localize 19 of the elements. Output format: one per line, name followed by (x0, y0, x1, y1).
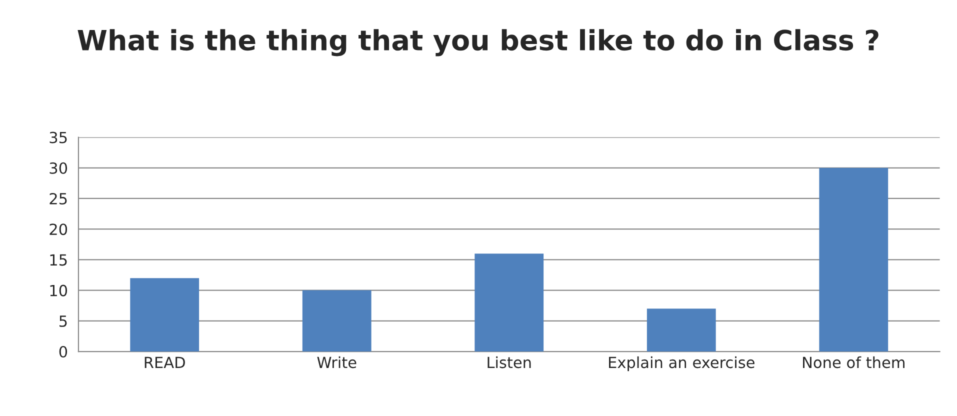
bar (302, 290, 372, 352)
bar (130, 278, 200, 352)
x-tick-label: Listen (488, 356, 531, 368)
y-tick-label: 15 (50, 254, 67, 266)
y-tick-label: 25 (50, 192, 67, 205)
y-tick-label: 35 (50, 132, 67, 144)
y-tick-label: 20 (50, 224, 68, 236)
y-tick-label: 5 (60, 316, 67, 327)
x-tick-label: Explain an exercise (609, 356, 754, 372)
y-tick-label: 10 (50, 284, 68, 296)
bar (474, 254, 544, 352)
bar (646, 308, 716, 352)
x-tick-label: READ (144, 356, 185, 368)
bar (819, 168, 888, 352)
y-tick-label: 30 (50, 162, 68, 174)
x-tick-label: Write (317, 356, 356, 368)
x-tick-label: None of them (803, 356, 904, 368)
chart-title: What is the thing that you best like to do in Class ? (78, 29, 878, 56)
y-tick-label: 0 (59, 346, 68, 358)
